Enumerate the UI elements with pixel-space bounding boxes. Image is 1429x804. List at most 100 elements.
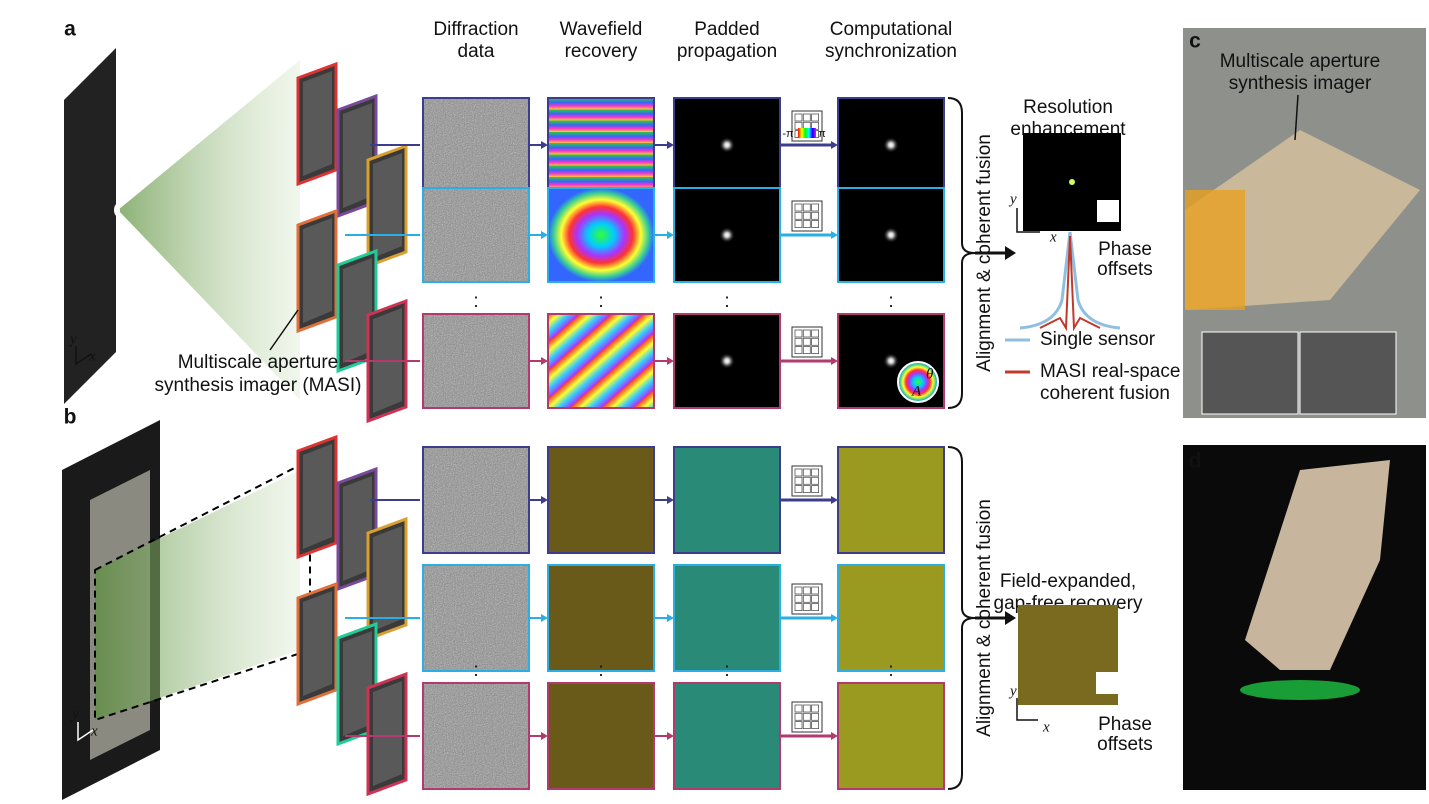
axis-label: y [70,706,79,722]
phase-cell [802,220,811,229]
phase-offsets: Phase [1098,714,1152,735]
noise [424,315,528,407]
spot [719,137,735,153]
result-title: Field-expanded, [1000,571,1136,592]
field-box [94,458,311,722]
phase-cell [802,337,811,346]
phase-cell [811,721,819,729]
brace [947,446,976,790]
phase-cell [794,113,803,122]
column-header: recovery [565,41,638,62]
axis-label: y [1008,683,1017,699]
sensor-grid [303,444,332,549]
spot [883,227,899,243]
arrow-head [831,357,838,365]
arrow-head [667,141,674,149]
panel-label: a [64,18,76,41]
ellipsis: : [724,660,729,681]
phase-cell [794,337,803,346]
ellipsis: : [598,291,603,312]
phase-cell [811,113,819,122]
arrow-head [1005,611,1016,625]
arrow-head [667,732,674,740]
phase-cell [811,594,819,603]
phase-cell [794,594,803,603]
sensor-grid [303,71,332,176]
arrow-head [831,141,838,149]
phase-cell [811,603,819,611]
spot [719,353,735,369]
leader [1294,94,1299,141]
ellipsis: : [888,660,893,681]
phase-cell [811,468,819,477]
arrow-head [667,357,674,365]
brace [947,97,976,409]
axis [77,722,94,742]
arrow-head [667,231,674,239]
device-label: synthesis imager [1229,73,1372,94]
image-panel [673,564,781,672]
phase-cell [802,721,811,729]
axis [1016,698,1038,721]
arrow-head [541,357,548,365]
phase-cell [802,203,811,212]
axis [1016,208,1040,233]
column-header: data [458,41,495,62]
inset [1299,331,1397,415]
legend-label: coherent fusion [1040,383,1170,404]
spot [719,227,735,243]
legend-label: MASI real-space [1040,361,1180,382]
phase-cell [811,476,819,485]
column-header: Diffraction [433,19,518,40]
phase-cell [794,476,803,485]
polar-label: θ [926,366,934,382]
image-panel [673,446,781,554]
arrow-head [541,732,548,740]
image-panel [547,564,655,672]
arrow-head [831,231,838,239]
phase-cell [811,329,819,338]
polar-label: A [911,383,922,399]
axis-label: y [68,331,77,347]
phase-cell [811,211,819,220]
column-header: Wavefield [560,19,643,40]
phase-cell [794,712,803,721]
image-panel [837,564,945,672]
phase-cell [802,211,811,220]
column-header: Computational [830,19,953,40]
phase-cell [811,346,819,355]
axis-label: y [1008,191,1017,207]
light-cone [95,470,300,720]
phase-cell [802,594,811,603]
phase-cell [802,704,811,713]
column-header: synchronization [825,41,957,62]
noise [424,684,528,788]
arrow-head [667,496,674,504]
phase-cell [811,203,819,212]
phase-cell [811,704,819,713]
phase-cell [794,721,803,729]
glow [1240,680,1360,700]
legend-label: Single sensor [1040,329,1156,350]
imager-label: synthesis imager (MASI) [155,375,362,396]
arrow-head [831,614,838,622]
phase-cell [794,468,803,477]
phase-cell [802,476,811,485]
noise [424,99,528,191]
phase-cell [811,220,819,229]
ellipsis: : [473,660,478,681]
phase-cell [794,220,803,229]
phase-swatch [1097,200,1119,222]
phase-cell [802,712,811,721]
polar-wheel [897,361,939,403]
axis-label: x [90,723,98,739]
image-panel [547,313,655,409]
axis [75,346,92,366]
noise [424,189,528,281]
profile [1039,235,1101,332]
spot [883,137,899,153]
ellipsis: : [473,291,478,312]
column-header: propagation [677,41,777,62]
axis-label: x [1042,719,1050,735]
